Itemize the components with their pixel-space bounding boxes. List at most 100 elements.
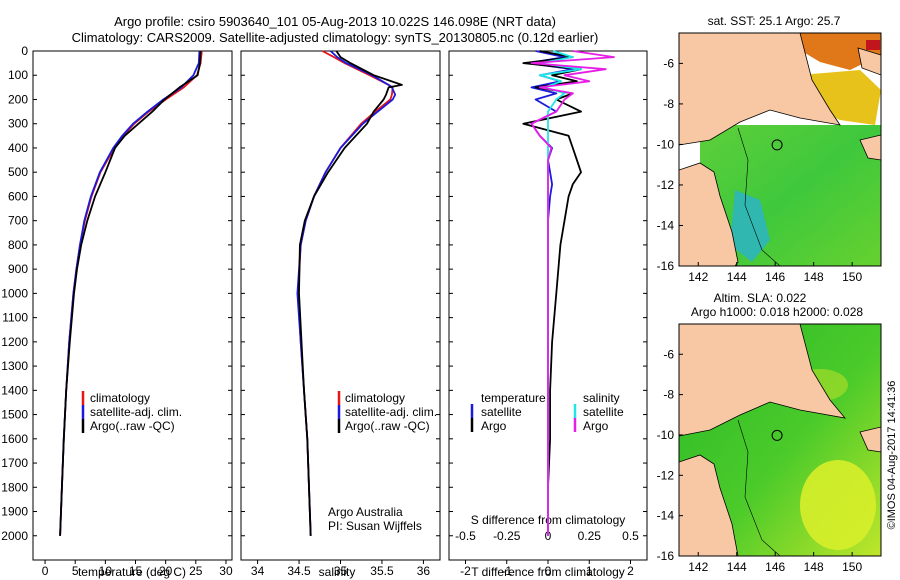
x-tick-label: 36 <box>417 564 431 578</box>
map-y-tick-label: -8 <box>663 97 674 111</box>
sla-map-x-axis: 142 144 146 148 150 <box>688 552 862 574</box>
s-difference-axis: -0.5 -0.25 0 0.25 0.5 <box>455 529 639 543</box>
title-line-2: Climatology: CARS2009. Satellite-adjuste… <box>72 30 599 45</box>
x-tick-label: 30 <box>219 564 233 578</box>
sst-map-title: sat. SST: 25.1 Argo: 25.7 <box>708 14 841 28</box>
map-y-tick-label: -16 <box>657 549 675 563</box>
map-y-tick-label: -16 <box>657 259 675 273</box>
map-y-tick-label: -8 <box>663 388 674 402</box>
legend-satellite-label: satellite-adj. clim. <box>345 405 437 419</box>
salinity-series <box>296 50 403 536</box>
temperature-x-axis: 0 5 10 15 20 25 30 <box>42 560 233 578</box>
s-tick-label: 0.25 <box>578 529 602 543</box>
depth-tick-label: 1800 <box>1 480 28 494</box>
sst-map-red-cell <box>866 40 880 50</box>
x-tick-label: 0 <box>545 564 552 578</box>
depth-tick-label: 1300 <box>1 359 28 373</box>
sla-map-land-australia <box>679 454 739 556</box>
depth-tick-label: 800 <box>8 238 28 252</box>
sst-map-land-australia <box>679 162 739 266</box>
depth-tick-label: 100 <box>8 68 28 82</box>
legend-satellite-label: satellite-adj. clim. <box>90 405 182 419</box>
legend-climatology-label: climatology <box>345 391 405 405</box>
temperature-legend: climatology satellite-adj. clim. Argo(..… <box>81 391 182 433</box>
depth-tick-label: 1100 <box>2 311 28 325</box>
sst-map-y-axis: -6 -8 -10 -12 -14 -16 <box>657 56 683 273</box>
legend-salinity-title: salinity <box>583 391 620 405</box>
temperature-x-label: temperature (deg C) <box>78 565 186 579</box>
sla-map-high-anomaly <box>800 460 876 550</box>
x-tick-label: 35.5 <box>370 564 394 578</box>
legend-argo-label: Argo(..raw -QC) <box>90 419 175 433</box>
sst-map-float-marker <box>771 139 783 151</box>
difference-temperature-legend: temperature satellite Argo <box>470 391 546 433</box>
series-temperature-argo <box>522 50 582 536</box>
depth-tick-label: 1900 <box>1 505 28 519</box>
depth-tick-label: 1500 <box>1 408 28 422</box>
x-tick-label: 34.5 <box>287 564 311 578</box>
sst-map-land-png <box>679 33 841 146</box>
map-x-tick-label: 142 <box>688 560 708 574</box>
salinity-x-label: salinity <box>319 565 356 579</box>
s-tick-label: 0.5 <box>622 529 639 543</box>
x-tick-label: 0 <box>42 564 49 578</box>
sla-map <box>679 324 881 556</box>
x-tick-label: -2 <box>460 564 471 578</box>
legend-salinity-satellite-label: satellite <box>583 405 624 419</box>
depth-tick-label: 0 <box>21 44 28 58</box>
map-x-tick-label: 150 <box>842 560 862 574</box>
sst-map-x-axis: 142 144 146 148 150 <box>688 262 862 284</box>
legend-climatology-label: climatology <box>90 391 150 405</box>
map-x-tick-label: 148 <box>804 270 824 284</box>
x-tick-label: 34 <box>251 564 265 578</box>
t-difference-label: T difference from climatology <box>471 565 625 579</box>
annotation-argo-australia: Argo Australia <box>328 505 403 519</box>
series-salinity-argo <box>530 50 615 536</box>
depth-tick-label: 700 <box>8 214 28 228</box>
map-y-tick-label: -12 <box>657 468 675 482</box>
depth-tick-label: 500 <box>8 165 28 179</box>
s-tick-label: -0.25 <box>493 529 521 543</box>
sla-map-land-solomon <box>859 426 881 453</box>
legend-argo-label: Argo(..raw -QC) <box>345 419 430 433</box>
depth-tick-label: 2000 <box>1 529 28 543</box>
t-difference-x-axis: -2 -1 0 1 2 <box>460 560 634 578</box>
legend-temperature-satellite-label: satellite <box>481 405 522 419</box>
sst-map-land-bismarck <box>857 47 881 76</box>
annotation-pi: PI: Susan Wijffels <box>328 519 422 533</box>
legend-temperature-argo-label: Argo <box>481 419 507 433</box>
series-argo-raw-qc <box>59 50 202 536</box>
sst-map-frame <box>678 32 882 267</box>
x-tick-label: 35 <box>334 564 348 578</box>
map-x-tick-label: 150 <box>842 270 862 284</box>
depth-tick-label: 1000 <box>1 286 28 300</box>
map-y-tick-label: -12 <box>657 178 675 192</box>
depth-tick-label: 1400 <box>1 383 28 397</box>
map-x-tick-label: 146 <box>765 270 785 284</box>
sla-map-frame <box>678 323 882 557</box>
sla-map-isobath <box>737 419 781 556</box>
sla-map-y-axis: -6 -8 -10 -12 -14 -16 <box>657 347 683 563</box>
temperature-axes <box>32 50 233 561</box>
imos-credit: ©IMOS 04-Aug-2017 14:41:36 <box>886 381 898 530</box>
depth-tick-label: 1600 <box>1 432 28 446</box>
title-line-1: Argo profile: csiro 5903640_101 05-Aug-2… <box>114 14 556 29</box>
x-tick-label: 10 <box>99 564 113 578</box>
sst-map-land-solomon <box>859 134 881 161</box>
s-tick-label: -0.5 <box>455 529 476 543</box>
s-tick-label: 0 <box>545 529 552 543</box>
sst-map <box>679 33 881 266</box>
series-argo-raw-qc <box>298 50 403 536</box>
map-y-tick-label: -6 <box>663 56 674 70</box>
map-x-tick-label: 144 <box>727 560 747 574</box>
temperature-series <box>59 50 203 536</box>
depth-tick-label: 1700 <box>1 456 28 470</box>
map-x-tick-label: 148 <box>804 560 824 574</box>
difference-series <box>522 50 615 536</box>
legend-salinity-argo-label: Argo <box>583 419 609 433</box>
depth-tick-label: 400 <box>8 141 28 155</box>
depth-tick-label: 900 <box>8 262 28 276</box>
sla-map-float-marker <box>771 429 783 441</box>
salinity-x-axis: 34 34.5 35 35.5 36 <box>251 560 431 578</box>
